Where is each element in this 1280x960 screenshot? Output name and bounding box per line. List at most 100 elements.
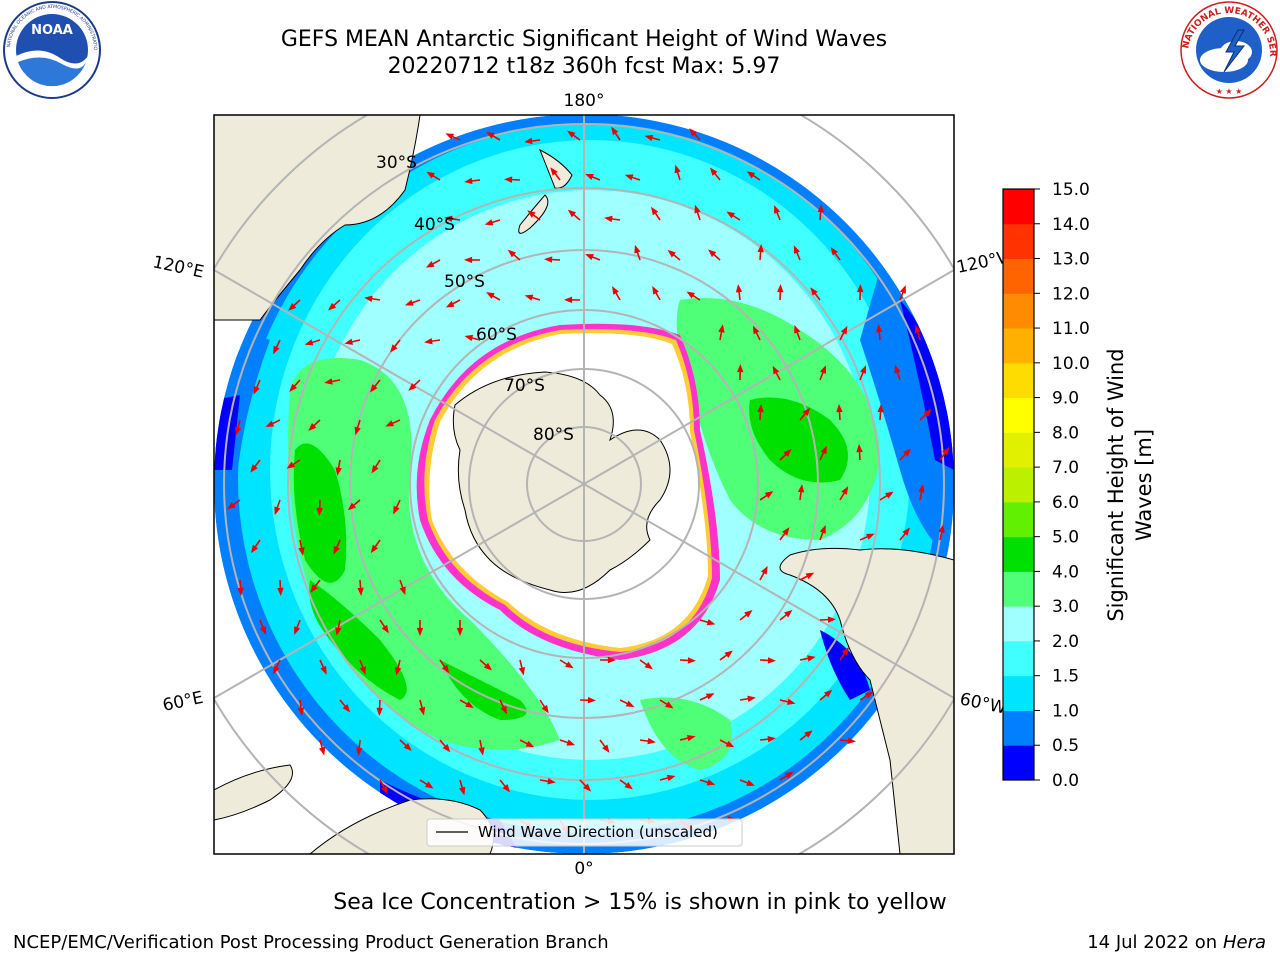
colorbar-segment [1003,640,1034,677]
colorbar-segment [1003,328,1034,364]
wave-direction-arrowhead [706,619,716,626]
wave-direction-arrowhead [342,704,351,713]
wave-direction-arrowhead [464,334,474,342]
wave-direction-arrowhead [794,325,801,334]
colorbar-tick-label: 12.0 [1052,284,1090,304]
wave-direction-arrowhead [735,284,743,293]
wave-direction-arrowhead [426,171,435,179]
wave-direction-arrowhead [836,404,843,413]
wave-direction-arrowhead [923,408,932,417]
wave-direction-arrowhead [705,693,715,700]
wave-direction-arrowhead [237,587,244,596]
wave-direction-arrowhead [486,131,495,139]
wave-direction-arrowhead [541,704,549,714]
wave-direction-arrowhead [390,344,398,353]
wave-direction-arrowhead [273,665,280,675]
australia-landmass [214,115,421,321]
wave-direction-arrowhead [767,657,776,664]
wave-direction-arrowhead [942,447,950,456]
wave-direction-arrowhead [746,779,755,786]
wave-direction-arrowhead [726,211,735,219]
wave-direction-arrowhead [718,324,725,333]
wave-direction-arrowhead [442,744,451,753]
chart-title-line2: 20220712 t18z 360h fcst Max: 5.97 [387,54,781,79]
wave-direction-arrowhead [876,324,883,333]
wave-direction-arrowhead [797,484,805,493]
wave-direction-arrowhead [369,384,378,393]
wave-direction-arrowhead [357,587,364,596]
wave-direction-arrowhead [802,407,811,416]
colorbar-tick-label: 11.0 [1052,319,1090,339]
colorbar-tick-label: 5.0 [1052,528,1079,548]
wave-direction-arrowhead [585,173,594,181]
colorbar-segment [1003,258,1034,294]
wave-direction-arrowhead [665,701,674,709]
wave-direction-arrowhead [644,662,654,670]
colorbar-tick-label: 1.5 [1052,667,1079,687]
wave-direction-arrowhead [310,584,318,593]
wave-direction-arrowhead [899,285,906,294]
wave-direction-arrowhead [265,420,275,427]
sea-ice-note: Sea Ice Concentration > 15% is shown in … [333,890,947,915]
lat-label-40s: 40°S [414,215,455,235]
wind-wave-arrows [227,126,950,834]
wave-direction-arrowhead [277,587,284,596]
wave-direction-arrowhead [787,698,796,705]
colorbar-segment [1003,397,1034,433]
wave-direction-arrowhead [507,249,516,258]
wave-direction-arrowhead [804,730,813,738]
wave-direction-arrowhead [651,206,659,216]
wave-direction-arrowhead [347,502,357,511]
lat-label-70s: 70°S [504,376,545,396]
wave-direction-arrowhead [567,209,577,218]
wave-direction-arrowhead [527,210,536,218]
wave-direction-arrowhead [602,744,610,753]
wave-direction-arrowhead [611,126,619,136]
wave-direction-arrowhead [585,254,594,261]
wave-direction-arrowhead [459,786,466,796]
wave-direction-arrowhead [567,130,576,138]
wave-direction-arrowhead [371,465,379,474]
wave-direction-arrowhead [289,383,298,392]
wave-direction-arrowhead [752,325,760,335]
wave-direction-arrowhead [865,533,875,540]
wave-direction-arrowhead [747,695,756,702]
wave-direction-arrowhead [767,735,776,743]
machine-name: Hera [1222,932,1266,953]
wave-direction-arrowhead [327,302,337,311]
wave-direction-arrowhead [445,300,455,308]
wave-direction-arrowhead [819,365,826,374]
wave-direction-arrowhead [504,176,513,183]
colorbar-tick-label: 9.0 [1052,389,1079,409]
colorbar-tick-label: 3.0 [1052,597,1079,617]
wave-direction-arrowhead [445,133,455,140]
lat-label-80s: 80°S [533,425,574,445]
wave-direction-arrowhead [324,378,333,385]
wave-direction-arrowhead [857,284,864,293]
wave-direction-arrowhead [746,171,756,179]
wave-direction-arrowhead [783,448,792,457]
noaa-logo-text: NOAA [31,23,73,38]
lat-label-50s: 50°S [444,272,485,292]
colorbar-segment [1003,432,1034,468]
wave-direction-arrowhead [708,249,717,258]
wave-direction-arrowhead [259,626,266,635]
wave-direction-arrowhead [550,167,558,176]
wave-direction-arrowhead [819,525,826,534]
map-legend: Wind Wave Direction (unscaled) [426,818,743,847]
wave-direction-arrowhead [647,737,656,745]
wave-direction-arrowhead [393,505,400,515]
wave-direction-arrowhead [830,247,838,256]
wave-direction-arrowhead [805,572,815,580]
wave-direction-arrowhead [694,204,701,214]
wave-direction-arrowhead [286,461,296,469]
wave-direction-arrowhead [744,610,753,618]
wave-direction-arrowhead [686,291,696,299]
colorbar-segment [1003,710,1034,746]
colorbar-segment [1003,501,1034,538]
wave-direction-arrowhead [395,666,402,676]
colorbar-tick-label: 2.0 [1052,632,1079,652]
wave-direction-arrowhead [465,701,474,708]
colorbar-tick-label: 8.0 [1052,423,1079,443]
